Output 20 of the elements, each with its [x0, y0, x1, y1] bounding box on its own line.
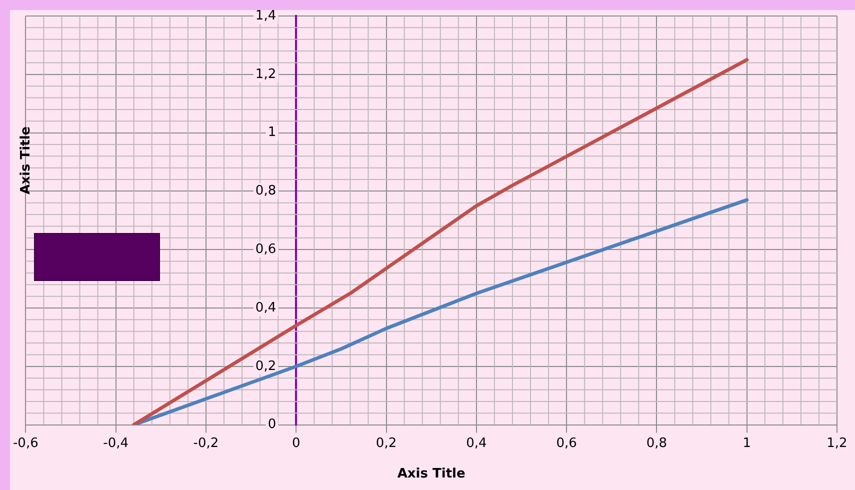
x-tick-label: 0 [292, 436, 300, 451]
x-tick-label: 0,8 [646, 436, 668, 451]
y-tick-label: 0,8 [255, 184, 276, 199]
x-tick-label: -0,4 [103, 436, 129, 451]
y-tick-label: 0,6 [255, 242, 276, 257]
x-tick-label: -0,2 [193, 436, 219, 451]
x-tick-label: 0,4 [466, 436, 487, 451]
y-axis-title: Axis Title [18, 126, 34, 194]
y-tick-label: 0,4 [255, 300, 276, 316]
x-tick-label: 0,2 [376, 436, 397, 451]
y-tick-label: 1,4 [255, 8, 276, 24]
x-tick-label: 1,2 [826, 436, 848, 451]
y-tick-label: 1,2 [255, 66, 276, 82]
y-tick-label: 0 [268, 417, 276, 432]
y-tick-label: 1 [268, 125, 276, 140]
x-tick-label: 1 [742, 436, 751, 451]
x-tick-label: -0,6 [12, 436, 38, 451]
x-axis-title: Axis Title [397, 466, 466, 482]
x-tick-label: 0,6 [556, 436, 577, 451]
y-tick-label: 0,2 [255, 358, 276, 374]
